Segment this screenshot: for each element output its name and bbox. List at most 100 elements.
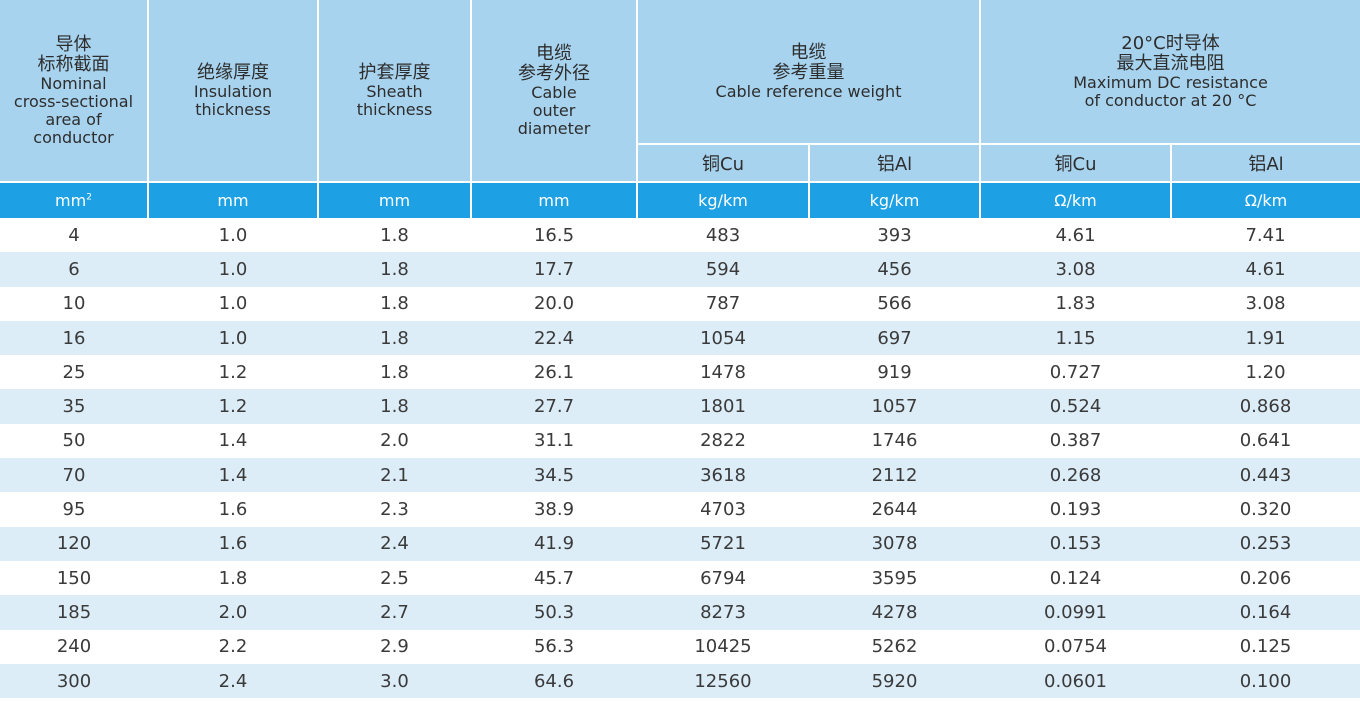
header-insulation-thickness: 绝缘厚度 Insulation thickness [148,0,319,183]
cell-resistance-al: 0.641 [1171,423,1360,459]
cell-sheath: 2.7 [318,595,471,630]
cell-sheath: 2.1 [318,458,471,493]
cell-weight-al: 3078 [809,526,980,561]
cell-weight-al: 566 [809,286,980,321]
cell-weight-cu: 12560 [637,663,809,699]
cell-insulation: 2.4 [148,663,318,699]
cell-diameter: 27.7 [471,389,637,424]
cell-resistance-al: 3.08 [1171,286,1360,321]
cell-sheath: 1.8 [318,218,471,253]
table-row: 4 1.0 1.8 16.5 483 393 4.61 7.41 [0,218,1360,253]
units-row: mm2 mm mm mm kg/km kg/km Ω/km Ω/km [0,182,1360,218]
cell-resistance-al: 0.206 [1171,560,1360,596]
cell-area: 185 [0,595,148,630]
cell-insulation: 1.2 [148,389,318,424]
table-row: 185 2.0 2.7 50.3 8273 4278 0.0991 0.164 [0,595,1360,630]
header-outer-diameter: 电缆 参考外径 Cable outer diameter [471,0,638,183]
table-row: 10 1.0 1.8 20.0 787 566 1.83 3.08 [0,286,1360,321]
data-rows: 4 1.0 1.8 16.5 483 393 4.61 7.41 6 1.0 1.8 17.7 594 4… [0,218,1360,699]
cell-diameter: 64.6 [471,663,637,699]
cell-diameter: 20.0 [471,286,637,321]
cell-area: 35 [0,389,148,424]
cell-resistance-al: 0.164 [1171,595,1360,630]
header-weight-al: 铝Al [809,144,981,183]
cell-resistance-al: 0.868 [1171,389,1360,424]
cell-sheath: 1.8 [318,389,471,424]
cell-diameter: 22.4 [471,320,637,356]
cell-area: 240 [0,629,148,664]
cell-resistance-cu: 0.727 [980,355,1171,390]
cell-weight-al: 5262 [809,629,980,664]
table-row: 25 1.2 1.8 26.1 1478 919 0.727 1.20 [0,355,1360,390]
cell-insulation: 1.4 [148,458,318,493]
cell-insulation: 1.6 [148,492,318,527]
unit-diameter: mm [471,182,638,218]
unit-resistance-cu: Ω/km [980,182,1172,218]
header-dc-resistance: 20°C时导体 最大直流电阻 Maximum DC resistance of … [980,0,1360,145]
unit-resistance-al: Ω/km [1171,182,1360,218]
header-resistance-al: 铝Al [1171,144,1360,183]
cell-weight-cu: 787 [637,286,809,321]
cell-sheath: 2.4 [318,526,471,561]
cell-weight-al: 2112 [809,458,980,493]
cell-weight-cu: 1801 [637,389,809,424]
cell-weight-al: 4278 [809,595,980,630]
cell-resistance-al: 0.253 [1171,526,1360,561]
cell-weight-cu: 8273 [637,595,809,630]
unit-weight-cu: kg/km [637,182,810,218]
table-row: 120 1.6 2.4 41.9 5721 3078 0.153 0.253 [0,526,1360,561]
cell-weight-cu: 3618 [637,458,809,493]
cell-weight-al: 1057 [809,389,980,424]
cell-resistance-cu: 0.153 [980,526,1171,561]
table-row: 6 1.0 1.8 17.7 594 456 3.08 4.61 [0,252,1360,287]
cell-area: 25 [0,355,148,390]
cell-resistance-cu: 0.0991 [980,595,1171,630]
cell-sheath: 2.9 [318,629,471,664]
cell-diameter: 26.1 [471,355,637,390]
cell-insulation: 1.0 [148,252,318,287]
unit-weight-al: kg/km [809,182,981,218]
cell-weight-al: 697 [809,320,980,356]
header-resistance-cu: 铜Cu [980,144,1172,183]
table-row: 95 1.6 2.3 38.9 4703 2644 0.193 0.320 [0,492,1360,527]
cell-resistance-al: 0.320 [1171,492,1360,527]
cell-insulation: 1.6 [148,526,318,561]
cell-resistance-cu: 0.193 [980,492,1171,527]
cell-resistance-cu: 0.0754 [980,629,1171,664]
cell-resistance-cu: 1.15 [980,320,1171,356]
unit-area: mm2 [0,182,149,218]
cell-sheath: 1.8 [318,320,471,356]
cell-area: 50 [0,423,148,459]
cell-insulation: 1.4 [148,423,318,459]
cell-weight-cu: 1054 [637,320,809,356]
cell-weight-al: 393 [809,218,980,253]
cell-weight-al: 5920 [809,663,980,699]
cell-diameter: 34.5 [471,458,637,493]
cell-diameter: 50.3 [471,595,637,630]
cell-resistance-cu: 0.0601 [980,663,1171,699]
cell-insulation: 1.0 [148,218,318,253]
header-sheath-thickness: 护套厚度 Sheath thickness [318,0,472,183]
cell-resistance-cu: 3.08 [980,252,1171,287]
table-row: 300 2.4 3.0 64.6 12560 5920 0.0601 0.100 [0,663,1360,699]
cell-weight-al: 3595 [809,560,980,596]
cell-resistance-cu: 0.524 [980,389,1171,424]
cell-weight-al: 1746 [809,423,980,459]
cell-weight-cu: 10425 [637,629,809,664]
cell-weight-cu: 6794 [637,560,809,596]
cell-weight-cu: 594 [637,252,809,287]
cell-resistance-al: 4.61 [1171,252,1360,287]
table-row: 70 1.4 2.1 34.5 3618 2112 0.268 0.443 [0,458,1360,493]
cell-sheath: 2.5 [318,560,471,596]
cell-area: 4 [0,218,148,253]
cell-diameter: 45.7 [471,560,637,596]
cell-area: 10 [0,286,148,321]
cell-weight-al: 919 [809,355,980,390]
cell-sheath: 1.8 [318,355,471,390]
cell-area: 16 [0,320,148,356]
cell-resistance-cu: 4.61 [980,218,1171,253]
cell-diameter: 38.9 [471,492,637,527]
cell-sheath: 2.3 [318,492,471,527]
cell-weight-cu: 483 [637,218,809,253]
cell-resistance-al: 1.20 [1171,355,1360,390]
